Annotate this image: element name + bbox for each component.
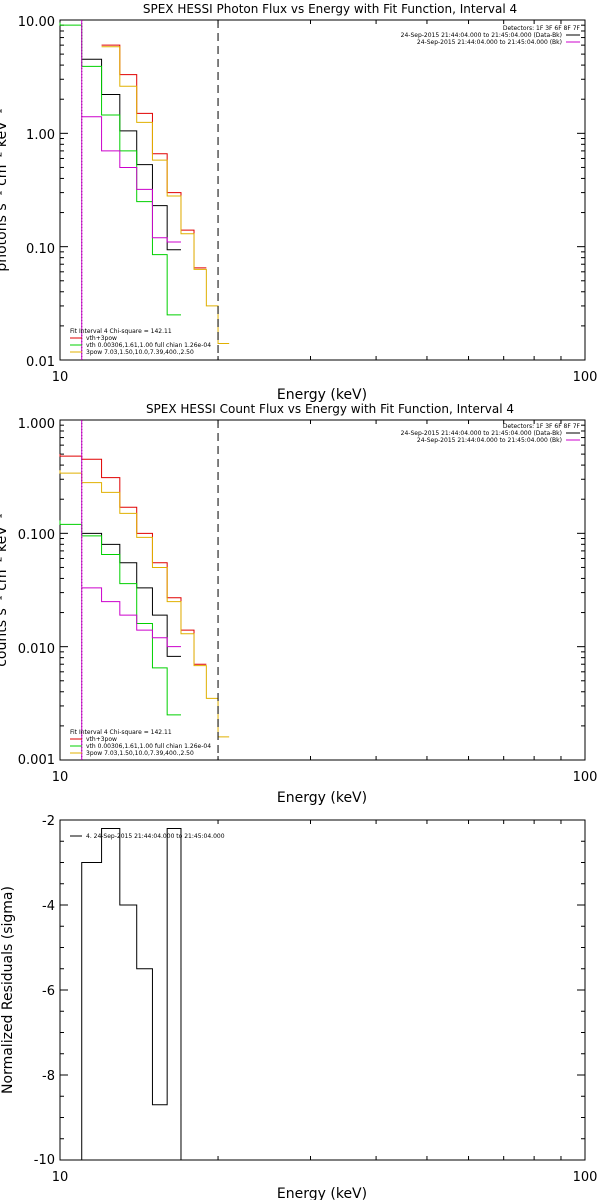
- count-detectors-text: Detectors: 1F 3F 6F 8F 7F: [503, 423, 581, 430]
- photon-chart-title: SPEX HESSI Photon Flux vs Energy with Fi…: [143, 2, 517, 16]
- photon-ytick-label: 10.00: [18, 15, 55, 30]
- series-histogram: [81, 587, 181, 648]
- count-y-axis-title: counts s⁻¹ cm⁻² keV⁻¹: [0, 513, 10, 667]
- photon-ytick-label: 1.00: [26, 128, 55, 143]
- series-histogram: [59, 520, 181, 716]
- count-legend-label: vth+3pow: [86, 736, 117, 743]
- count-ytick-label: 1.000: [18, 417, 55, 432]
- photon-y-axis-title: photons s⁻¹ cm⁻² keV⁻¹: [0, 108, 10, 271]
- series-histogram: [59, 470, 230, 738]
- photon-plot-frame: [59, 19, 586, 361]
- count-legend-title: Fit Interval 4 Chi-square = 142.11: [70, 729, 172, 736]
- residuals-y-axis-title: Normalized Residuals (sigma): [0, 886, 16, 1094]
- count-xtick-label: 10: [52, 770, 69, 785]
- residuals-ytick-label: -4: [42, 899, 55, 914]
- photon-data-bk-text: 24-Sep-2015 21:44:04.000 to 21:45:04.000…: [401, 32, 562, 39]
- residuals-xtick-label: 10: [52, 1170, 69, 1185]
- count-legend-label: vth 0.00306,1.61,1.00 full chian 1.26e-0…: [86, 743, 211, 750]
- count-ytick-label: 0.010: [18, 642, 55, 657]
- residuals-ytick-label: -2: [42, 814, 55, 829]
- residuals-series-group: [59, 819, 586, 1161]
- series-histogram: [59, 22, 181, 316]
- count-plot-frame: [59, 419, 586, 761]
- series-histogram: [101, 46, 230, 344]
- photon-bk-text: 24-Sep-2015 21:44:04.000 to 21:45:04.000…: [417, 39, 562, 46]
- count-flux-panel: SPEX HESSI Count Flux vs Energy with Fit…: [0, 402, 597, 806]
- count-xtick-label: 100: [573, 770, 598, 785]
- photon-series-group: [59, 19, 586, 361]
- residuals-plot-frame: [59, 819, 586, 1161]
- photon-ytick-label: 0.01: [26, 355, 55, 370]
- count-ytick-label: 0.100: [18, 528, 55, 543]
- photon-x-axis-title: Energy (keV): [277, 387, 367, 403]
- residuals-xtick-label: 100: [573, 1170, 598, 1185]
- residuals-ytick-label: -10: [34, 1153, 55, 1168]
- photon-range-lines: [81, 20, 219, 360]
- photon-ytick-label: 0.10: [26, 242, 55, 257]
- photon-legend-label: vth+3pow: [86, 335, 117, 342]
- count-series-group: [59, 419, 586, 761]
- count-chart-title: SPEX HESSI Count Flux vs Energy with Fit…: [146, 402, 514, 416]
- photon-legend-title: Fit Interval 4 Chi-square = 142.11: [70, 328, 172, 335]
- photon-xtick-label: 100: [573, 370, 598, 385]
- series-histogram: [81, 828, 182, 1160]
- photon-detectors-text: Detectors: 1F 3F 6F 8F 7F: [503, 25, 581, 32]
- count-range-lines: [81, 420, 219, 760]
- photon-xtick-label: 10: [52, 370, 69, 385]
- photon-legend-label: vth 0.00306,1.61,1.00 full chian 1.26e-0…: [86, 342, 211, 349]
- residuals-ytick-label: -6: [42, 984, 55, 999]
- series-histogram: [81, 58, 181, 251]
- count-ytick-label: 0.001: [18, 753, 55, 768]
- photon-legend-label: 3pow 7.03,1.50,10.0,7.39,400.,2.50: [86, 349, 194, 356]
- count-legend-label: 3pow 7.03,1.50,10.0,7.39,400.,2.50: [86, 750, 194, 757]
- photon-flux-panel: SPEX HESSI Photon Flux vs Energy with Fi…: [0, 2, 597, 403]
- residuals-panel: -2 -4 -6 -8 -10 10 100 Energy (keV) Norm…: [0, 814, 597, 1200]
- count-bk-text: 24-Sep-2015 21:44:04.000 to 21:45:04.000…: [417, 437, 562, 444]
- series-histogram: [81, 116, 181, 243]
- residuals-x-axis-title: Energy (keV): [277, 1186, 367, 1200]
- count-x-axis-title: Energy (keV): [277, 790, 367, 806]
- residuals-legend-label: 4. 24-Sep-2015 21:44:04.000 to 21:45:04.…: [86, 833, 225, 840]
- count-data-bk-text: 24-Sep-2015 21:44:04.000 to 21:45:04.000…: [401, 430, 562, 437]
- residuals-ytick-label: -8: [42, 1069, 55, 1084]
- series-histogram: [101, 44, 207, 269]
